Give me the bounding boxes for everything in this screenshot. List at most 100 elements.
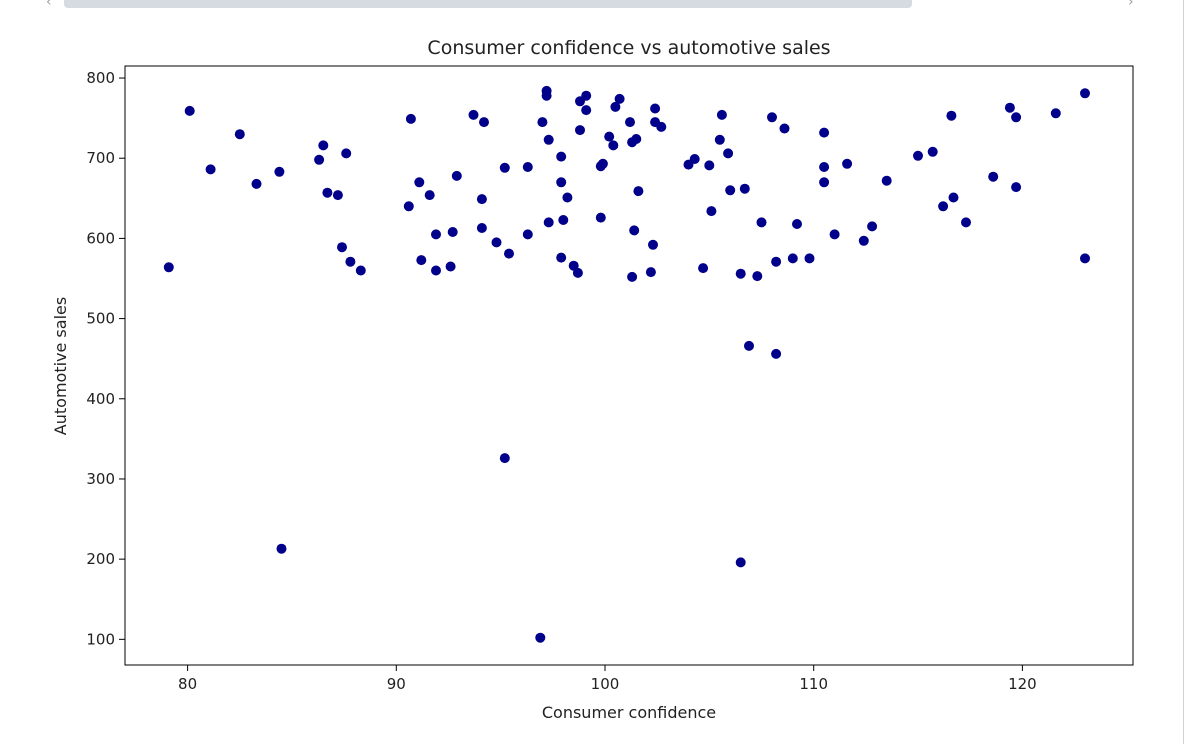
data-point — [205, 164, 216, 175]
data-point — [276, 543, 287, 554]
data-point — [314, 154, 325, 165]
data-point — [1080, 88, 1090, 99]
x-tick-label: 120 — [1008, 675, 1037, 693]
y-tick-label: 700 — [86, 149, 115, 167]
x-axis-label: Consumer confidence — [542, 703, 716, 722]
data-point — [804, 253, 815, 264]
data-point — [927, 146, 938, 157]
data-point — [184, 105, 195, 116]
data-point — [819, 127, 830, 138]
data-point — [355, 265, 366, 276]
panel-divider — [1183, 0, 1184, 744]
data-point — [341, 148, 352, 159]
data-point — [787, 253, 798, 264]
data-point — [752, 271, 763, 282]
data-point — [597, 158, 608, 169]
data-point — [451, 170, 462, 181]
data-point — [858, 235, 869, 246]
data-point — [867, 221, 878, 232]
data-point — [431, 265, 441, 276]
data-points — [163, 85, 1090, 643]
horizontal-scrollbar[interactable] — [64, 0, 912, 8]
y-tick-label: 200 — [86, 550, 115, 568]
data-point — [739, 183, 750, 194]
scroll-left-icon[interactable]: ‹ — [46, 0, 52, 10]
data-point — [424, 190, 435, 201]
x-axis: 80 90 100 110 120 — [178, 665, 1037, 693]
data-point — [1004, 102, 1015, 113]
scroll-right-icon[interactable]: › — [1128, 0, 1134, 10]
data-point — [714, 134, 725, 145]
y-tick-label: 100 — [86, 630, 115, 648]
data-point — [650, 103, 661, 114]
data-point — [735, 557, 746, 568]
data-point — [543, 134, 554, 145]
data-point — [345, 256, 356, 267]
data-point — [431, 229, 441, 240]
data-point — [988, 171, 999, 182]
data-point — [1050, 108, 1061, 119]
data-point — [704, 160, 715, 171]
data-point — [575, 125, 585, 136]
data-point — [556, 151, 567, 162]
data-point — [403, 201, 414, 212]
data-point — [1011, 112, 1022, 123]
data-point — [725, 185, 736, 196]
y-axis-label: Automotive sales — [51, 297, 70, 435]
data-point — [735, 268, 746, 279]
data-point — [716, 109, 727, 120]
data-point — [595, 212, 606, 223]
y-tick-label: 300 — [86, 470, 115, 488]
data-point — [499, 453, 510, 464]
data-point — [543, 217, 554, 228]
x-tick-label: 80 — [178, 675, 197, 693]
chart-title: Consumer confidence vs automotive sales — [427, 37, 830, 59]
y-tick-label: 400 — [86, 390, 115, 408]
data-point — [629, 225, 640, 236]
data-point — [537, 117, 548, 128]
data-point — [829, 229, 840, 240]
y-tick-label: 600 — [86, 229, 115, 247]
data-point — [581, 105, 592, 116]
data-point — [689, 154, 700, 164]
data-point — [318, 140, 329, 151]
data-point — [416, 255, 427, 266]
data-point — [476, 194, 487, 205]
data-point — [163, 262, 174, 273]
data-point — [633, 186, 644, 197]
data-point — [842, 158, 853, 169]
data-point — [614, 93, 625, 104]
data-point — [414, 177, 425, 188]
data-point — [608, 140, 619, 151]
plot-area — [124, 65, 1134, 666]
data-point — [792, 219, 802, 229]
data-point — [405, 113, 416, 124]
data-point — [723, 148, 734, 159]
data-point — [556, 252, 567, 263]
y-tick-label: 800 — [86, 69, 115, 87]
data-point — [767, 112, 777, 123]
data-point — [1080, 253, 1090, 264]
data-point — [445, 261, 456, 272]
data-point — [274, 166, 285, 177]
data-point — [581, 90, 592, 101]
data-point — [535, 632, 546, 643]
data-point — [337, 242, 347, 253]
data-point — [476, 223, 487, 233]
data-point — [648, 239, 658, 250]
data-point — [771, 348, 782, 359]
data-point — [819, 177, 830, 188]
data-point — [558, 215, 569, 225]
data-point — [332, 190, 343, 201]
data-point — [1011, 182, 1022, 193]
data-point — [604, 131, 615, 142]
data-point — [610, 101, 621, 112]
data-point — [631, 134, 642, 144]
data-point — [562, 192, 573, 203]
data-point — [447, 227, 458, 237]
data-point — [948, 192, 959, 203]
y-tick-label: 500 — [86, 310, 115, 328]
data-point — [322, 187, 333, 198]
data-point — [819, 162, 830, 172]
data-point — [625, 117, 635, 128]
